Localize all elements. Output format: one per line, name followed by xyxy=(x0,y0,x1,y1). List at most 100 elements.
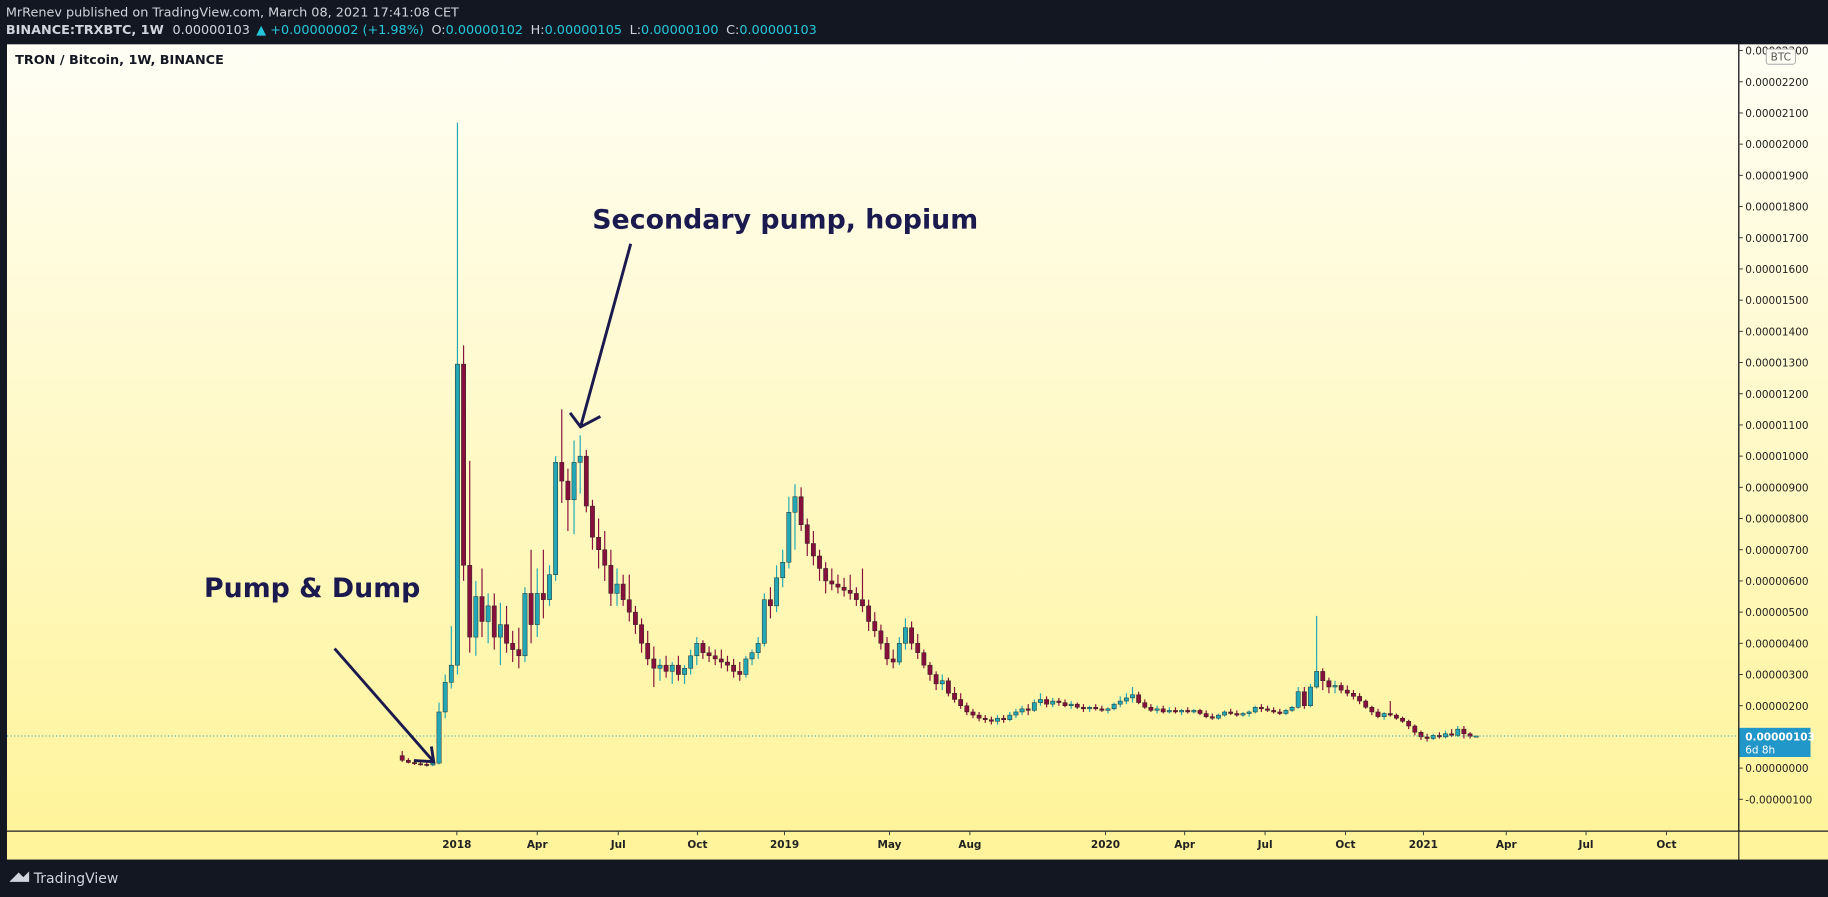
x-tick-label: May xyxy=(877,839,901,851)
candle-body xyxy=(1056,700,1062,703)
candle-body xyxy=(528,593,534,625)
candle-body xyxy=(522,593,528,657)
y-tick-label: 0.00001300 xyxy=(1745,358,1808,370)
candle-body xyxy=(1105,708,1111,711)
candle-body xyxy=(933,674,939,685)
candle-body xyxy=(1240,713,1246,716)
candle-body xyxy=(596,537,601,550)
candle-body xyxy=(448,664,454,683)
candle-body xyxy=(952,693,957,700)
plot-area xyxy=(6,44,1739,831)
y-tick-label: 0.00001600 xyxy=(1745,264,1808,276)
candle-body xyxy=(1130,694,1135,699)
candle-body xyxy=(743,658,749,675)
candle-body xyxy=(479,596,485,622)
candle-body xyxy=(1326,680,1332,688)
time-axis xyxy=(6,831,1828,860)
candle-body xyxy=(860,599,865,607)
symbol: BINANCE:TRXBTC, 1W xyxy=(6,23,164,38)
candle-body xyxy=(792,496,798,513)
candle-body xyxy=(921,652,927,666)
candle-body xyxy=(1117,700,1123,705)
candle-body xyxy=(1111,703,1117,710)
candle-body xyxy=(626,599,632,613)
candle-body xyxy=(1295,691,1301,708)
candle-body xyxy=(798,496,804,526)
author-line: MrRenev published on TradingView.com, Ma… xyxy=(6,5,459,20)
candle-body xyxy=(1277,711,1283,714)
y-tick-label: 0.00001400 xyxy=(1745,326,1808,338)
candle-body xyxy=(1363,700,1369,708)
candle-body xyxy=(976,714,982,719)
candle-body xyxy=(516,649,522,657)
candle-body xyxy=(946,680,951,694)
candle-body xyxy=(890,658,896,663)
candle-body xyxy=(1093,707,1099,710)
ohlc-value: 0.00000103 xyxy=(739,23,816,38)
candle-body xyxy=(700,643,706,653)
candle-body xyxy=(694,643,700,657)
y-tick-label: 0.00000300 xyxy=(1745,670,1808,682)
y-tick-label: -0.00000100 xyxy=(1745,794,1812,806)
candle-body xyxy=(1148,707,1154,711)
price-tag xyxy=(1739,727,1811,757)
candle-body xyxy=(786,512,792,563)
candle-body xyxy=(1375,711,1381,717)
candle-body xyxy=(467,565,473,638)
x-tick-label: Aug xyxy=(958,839,981,851)
candle-body xyxy=(1381,713,1387,717)
candle-body xyxy=(749,652,755,660)
x-tick-label: 2020 xyxy=(1091,839,1120,851)
candle-body xyxy=(682,668,687,675)
x-tick-label: Jul xyxy=(1578,839,1594,851)
x-tick-label: Apr xyxy=(527,839,549,851)
ohlc-key: O: xyxy=(431,23,445,38)
candle-body xyxy=(958,699,964,706)
candle-body xyxy=(424,764,430,766)
candle-body xyxy=(1406,721,1412,727)
arrows xyxy=(333,243,633,764)
candle-body xyxy=(510,643,516,650)
y-tick-label: 0.00000500 xyxy=(1745,607,1808,619)
candle-body xyxy=(909,627,914,644)
y-tick-label: 0.00002000 xyxy=(1745,139,1808,151)
candle-body xyxy=(737,671,743,675)
symbol-line: BINANCE:TRXBTC, 1W 0.00000103 ▲ +0.00000… xyxy=(6,23,817,38)
candle-body xyxy=(718,658,724,663)
candle-body xyxy=(1160,708,1166,713)
candle-body xyxy=(817,555,822,569)
candle-body xyxy=(430,762,436,766)
candle-body xyxy=(1216,714,1221,719)
candle-body xyxy=(1007,714,1013,720)
candle-body xyxy=(1099,708,1105,711)
candle-body xyxy=(1412,725,1418,733)
candle-body xyxy=(1050,700,1056,705)
candle-body xyxy=(1123,697,1129,702)
candle-body xyxy=(577,455,583,463)
candle-body xyxy=(1357,696,1362,702)
candle-body xyxy=(768,599,773,607)
y-tick-label: 0.00001900 xyxy=(1745,170,1808,182)
candle-body xyxy=(939,680,945,685)
y-tick-label: 0.00002100 xyxy=(1745,108,1808,120)
candle-body xyxy=(1074,703,1080,708)
candle-body xyxy=(1265,708,1270,711)
x-tick-label: 2018 xyxy=(442,839,471,851)
y-tick-label: 0.00001700 xyxy=(1745,233,1808,245)
candle-body xyxy=(1044,699,1049,705)
candle-body xyxy=(1259,707,1264,710)
arrow xyxy=(568,243,633,429)
candle-body xyxy=(1142,702,1148,708)
candle-body xyxy=(1154,708,1160,711)
candle-body xyxy=(1013,711,1019,716)
plot: 0.000023000.000022000.000021000.00002000… xyxy=(6,46,1812,851)
candle-body xyxy=(755,643,761,653)
candle-body xyxy=(1209,716,1215,719)
x-tick-label: Oct xyxy=(1656,839,1676,851)
candle-body xyxy=(571,462,577,501)
candle-body xyxy=(988,719,994,722)
currency: BTC xyxy=(1771,52,1791,64)
ohlc-value: 0.00000105 xyxy=(545,23,622,38)
price-axis xyxy=(1739,44,1828,831)
